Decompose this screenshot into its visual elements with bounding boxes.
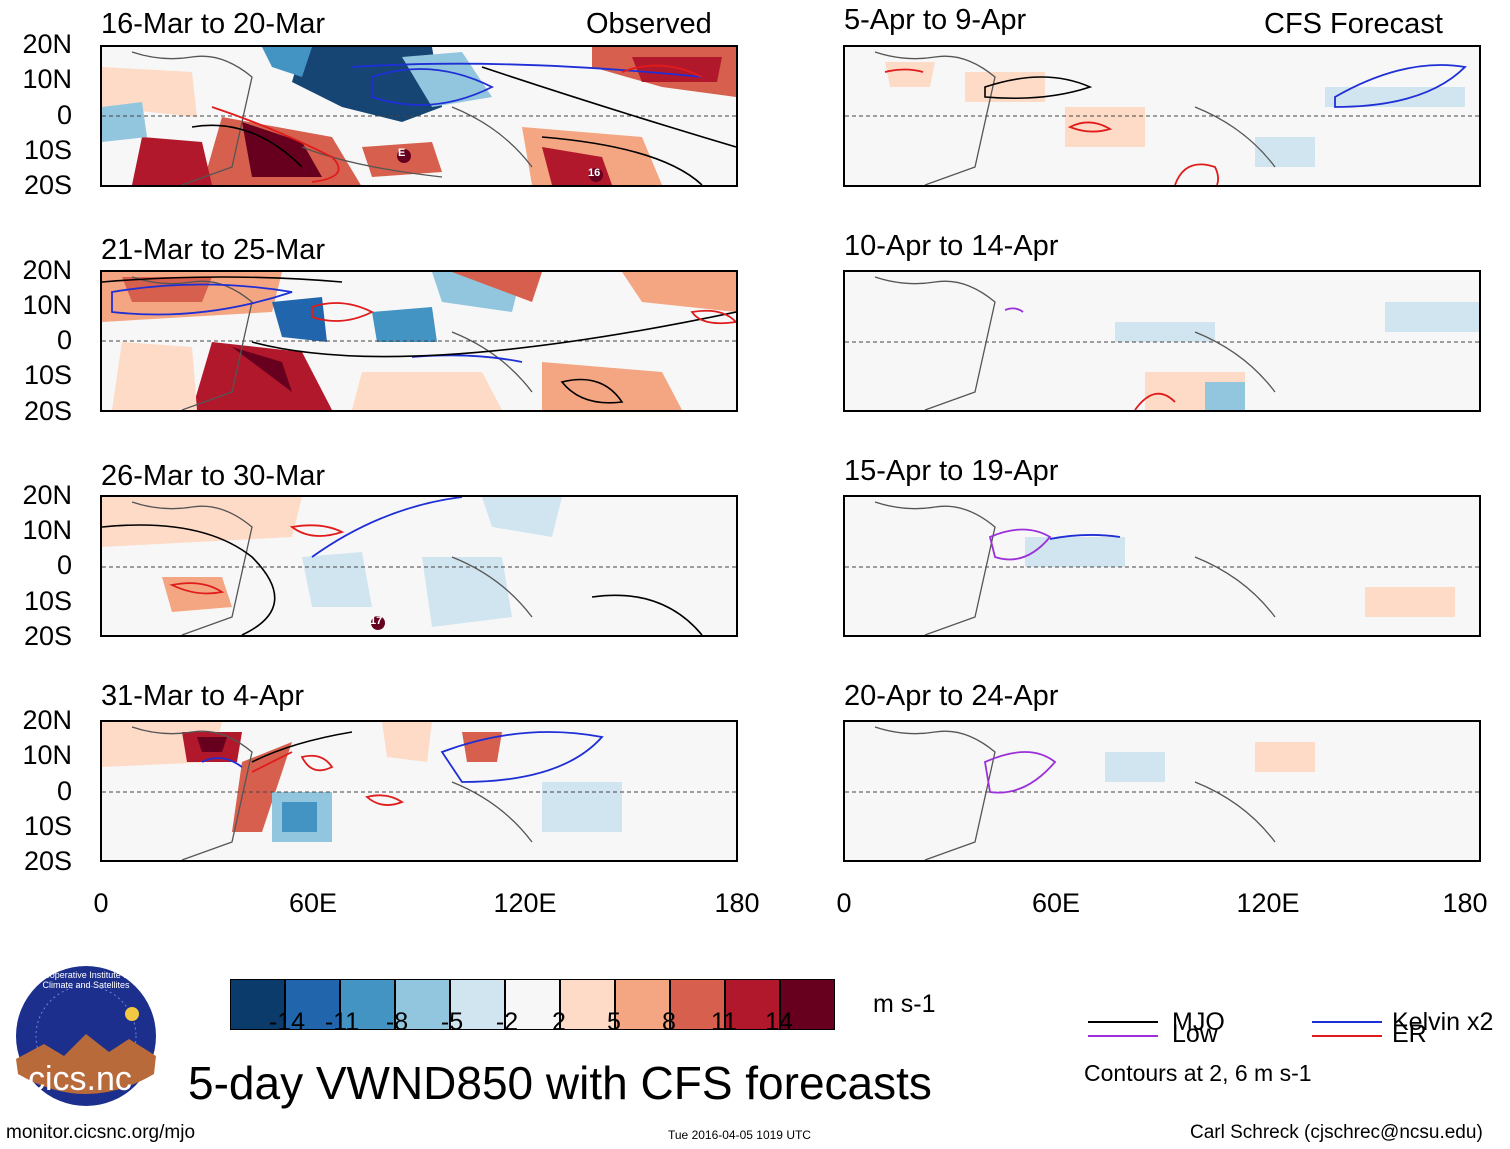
forecast-label: CFS Forecast [1264, 8, 1443, 40]
colorbar-box [395, 979, 450, 1030]
lat-tick: 10S [23, 135, 72, 165]
map-panel-forecast-2 [843, 270, 1481, 412]
panel-title-fcst-1: 5-Apr to 9-Apr [844, 4, 1027, 36]
map-svg [102, 497, 736, 635]
lat-tick: 20S [23, 396, 72, 426]
lon-tick: 120E [1236, 888, 1300, 918]
lat-tick: 20S [23, 621, 72, 651]
panel-title-fcst-2: 10-Apr to 14-Apr [844, 230, 1059, 262]
colorbar-box [285, 979, 340, 1030]
panel-title-obs-4: 31-Mar to 4-Apr [101, 680, 305, 712]
lat-tick: 10S [23, 360, 72, 390]
colorbar-box [780, 979, 835, 1030]
legend-line-kelvin [1312, 1021, 1382, 1023]
colorbar-box [230, 979, 285, 1030]
legend-line-er [1312, 1035, 1382, 1037]
main-title: 5-day VWND850 with CFS forecasts [188, 1057, 932, 1109]
lat-tick: 20N [22, 255, 72, 285]
map-svg [845, 272, 1479, 410]
lat-tick: 10S [23, 811, 72, 841]
colorbar-box [560, 979, 615, 1030]
panel-title-obs-1: 16-Mar to 20-Mar [101, 8, 326, 40]
legend-label-kelvin: Kelvin x2 [1392, 1008, 1494, 1036]
colorbar-tick: -11 [324, 1008, 360, 1036]
colorbar-box [505, 979, 560, 1030]
colorbar-tick: -14 [268, 1008, 306, 1036]
map-panel-observed-1: E 16 [100, 45, 738, 187]
legend-line-mjo [1088, 1021, 1158, 1023]
cics-logo: Cooperative Institute for Climate and Sa… [14, 964, 158, 1108]
colorbar-box [670, 979, 725, 1030]
colorbar-tick: 11 [711, 1008, 737, 1036]
colorbar-tick: -8 [385, 1008, 409, 1036]
colorbar-box [615, 979, 670, 1030]
panel-title-obs-3: 26-Mar to 30-Mar [101, 460, 326, 492]
map-panel-forecast-3 [843, 495, 1481, 637]
lon-tick: 180 [714, 888, 760, 918]
logo-text: cics.nc [28, 1060, 132, 1098]
colorbar-tick: 5 [607, 1008, 621, 1036]
legend-line-low [1088, 1035, 1158, 1037]
lat-tick: 10N [22, 740, 72, 770]
lon-tick: 180 [1442, 888, 1488, 918]
panel-title-obs-2: 21-Mar to 25-Mar [101, 234, 326, 266]
lat-tick: 0 [56, 100, 72, 130]
colorbar-box [340, 979, 395, 1030]
lat-tick: 20S [23, 170, 72, 200]
map-panel-forecast-4 [843, 720, 1481, 862]
legend-label-mjo: MJO [1172, 1008, 1225, 1036]
map-panel-observed-4 [100, 720, 738, 862]
map-svg [102, 272, 736, 410]
map-svg [102, 47, 736, 185]
colorbar-tick: 2 [552, 1008, 566, 1036]
footer-author: Carl Schreck (cjschrec@ncsu.edu) [1190, 1122, 1483, 1143]
lat-tick: 0 [56, 325, 72, 355]
observed-label: Observed [586, 8, 712, 40]
storm-label: E [398, 147, 406, 159]
map-svg [102, 722, 736, 860]
colorbar-tick: 8 [662, 1008, 676, 1036]
map-svg [845, 47, 1479, 185]
lon-tick: 60E [1031, 888, 1081, 918]
storm-label: 17 [370, 615, 383, 627]
lat-tick: 0 [56, 550, 72, 580]
lat-tick: 20S [23, 846, 72, 876]
lat-tick: 10N [22, 290, 72, 320]
lat-tick: 20N [22, 705, 72, 735]
contours-note: Contours at 2, 6 m s-1 [1084, 1060, 1312, 1086]
colorbar-tick: -2 [495, 1008, 519, 1036]
globe-icon [16, 966, 156, 1106]
lat-tick: 10N [22, 515, 72, 545]
legend-label-low: Low [1172, 1020, 1218, 1048]
map-panel-observed-3: 17 [100, 495, 738, 637]
map-panel-observed-2 [100, 270, 738, 412]
panel-title-fcst-3: 15-Apr to 19-Apr [844, 455, 1059, 487]
colorbar-tick: 14 [765, 1008, 793, 1036]
lon-tick: 0 [836, 888, 852, 918]
lat-tick: 10S [23, 586, 72, 616]
logo-ring-text: Cooperative Institute for Climate and Sa… [38, 970, 134, 990]
map-svg [845, 497, 1479, 635]
lon-tick: 120E [493, 888, 557, 918]
lon-tick: 0 [93, 888, 109, 918]
lat-tick: 0 [56, 776, 72, 806]
legend-label-er: ER [1392, 1020, 1427, 1048]
panel-title-fcst-4: 20-Apr to 24-Apr [844, 680, 1059, 712]
footer-timestamp: Tue 2016-04-05 1019 UTC [668, 1128, 811, 1142]
footer-url[interactable]: monitor.cicsnc.org/mjo [6, 1122, 196, 1143]
lon-tick: 60E [288, 888, 338, 918]
lat-tick: 10N [22, 64, 72, 94]
colorbar-tick: -5 [440, 1008, 464, 1036]
storm-label: 16 [588, 167, 601, 179]
colorbar-box [725, 979, 780, 1030]
colorbar-box [450, 979, 505, 1030]
map-svg [845, 722, 1479, 860]
map-panel-forecast-1 [843, 45, 1481, 187]
lat-tick: 20N [22, 480, 72, 510]
lat-tick: 20N [22, 29, 72, 59]
colorbar-units: m s-1 [873, 990, 936, 1018]
